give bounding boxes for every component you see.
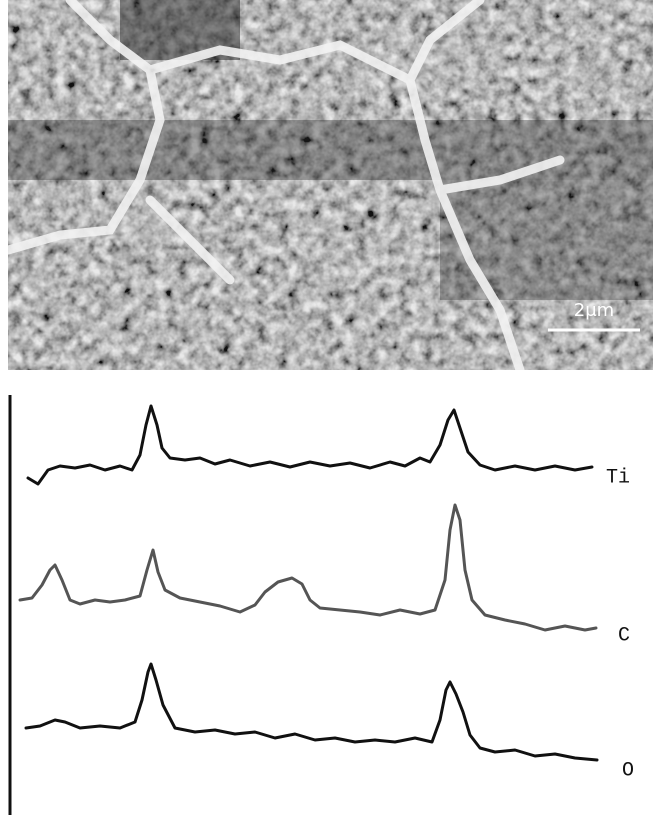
profile-label: Ti [606, 466, 630, 489]
scale-bar-label: 2μm [574, 300, 614, 321]
grain-boundary [8, 0, 565, 370]
profile-label: O [622, 759, 634, 782]
c-profile [18, 503, 598, 632]
o-profile [24, 662, 599, 762]
micrograph: 2μm [8, 0, 653, 370]
ti-profile [26, 404, 594, 486]
profile-label: C [618, 624, 630, 647]
